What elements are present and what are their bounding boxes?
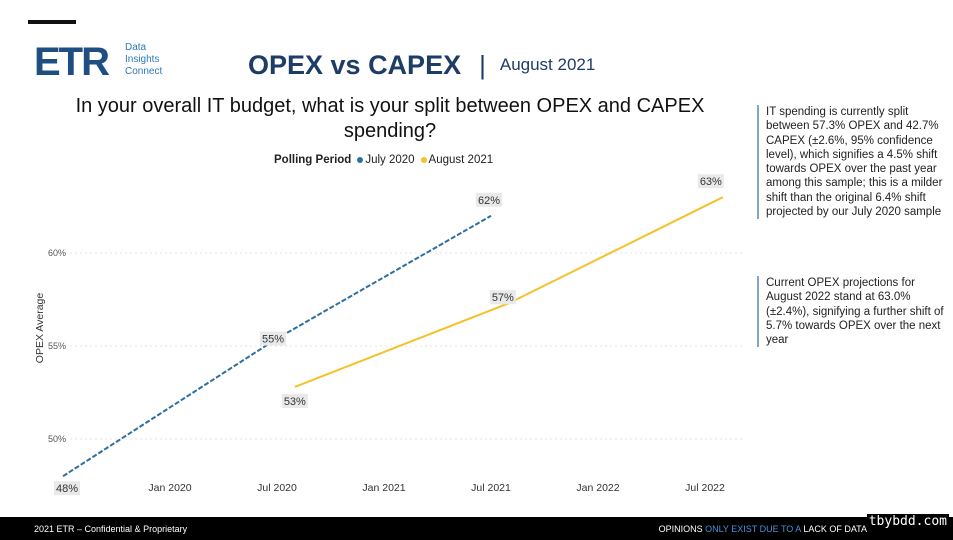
footer-tagline-part: OPINIONS <box>658 524 706 534</box>
footer-tagline: OPINIONS ONLY EXIST DUE TO A LACK OF DAT… <box>659 524 867 534</box>
slide-header: OPEX vs CAPEX | August 2021 <box>248 48 595 82</box>
data-label: 57% <box>492 292 514 304</box>
legend-label-july-2020: July 2020 <box>365 154 415 166</box>
footer-tagline-highlight: ONLY EXIST DUE TO A <box>705 524 804 534</box>
data-label-bg <box>697 174 724 189</box>
logo-tagline-line: Insights <box>125 54 160 65</box>
data-label-bg <box>260 331 286 346</box>
data-label-bg <box>281 393 308 408</box>
y-tick-label: 50% <box>48 434 66 444</box>
data-label-bg <box>476 192 502 207</box>
logo-tagline-line: Data <box>125 42 147 53</box>
x-tick-label: Jul 2021 <box>471 482 511 494</box>
footer-copyright: 2021 ETR – Confidential & Proprietary <box>34 524 188 534</box>
slide-title: OPEX vs CAPEX <box>248 49 462 80</box>
etr-logo: ETR Data Insights Connect <box>34 40 174 84</box>
x-tick-label: Jul 2022 <box>685 482 725 494</box>
top-accent-bar <box>28 20 76 24</box>
x-tick-label: Jan 2021 <box>362 482 405 494</box>
y-tick-label: 55% <box>48 341 66 351</box>
footer-bar: 2021 ETR – Confidential & Proprietary OP… <box>0 517 953 540</box>
slide-date: August 2021 <box>499 55 596 74</box>
footer-tagline-part: LACK OF DATA <box>803 524 867 534</box>
title-separator: | <box>479 49 486 80</box>
insight-note-current-split: IT spending is currently split between 5… <box>757 105 946 220</box>
data-label: 63% <box>700 176 722 188</box>
insight-note-projection: Current OPEX projections for August 2022… <box>757 276 946 348</box>
x-tick-label: Jul 2020 <box>257 482 297 494</box>
data-label: 62% <box>478 195 500 207</box>
chart-legend: Polling Period July 2020 August 2021 <box>274 154 493 166</box>
x-tick-label: Jan 2022 <box>576 482 619 494</box>
watermark: tbybdd.com <box>866 514 949 529</box>
logo-mark: ETR <box>34 40 110 84</box>
logo-tagline: Data Insights Connect <box>125 42 162 78</box>
survey-question: In your overall IT budget, what is your … <box>75 95 705 142</box>
legend-dot-july-2020 <box>357 157 364 163</box>
legend-dot-august-2021 <box>420 157 427 163</box>
legend-title: Polling Period <box>274 154 352 166</box>
logo-tagline-line: Connect <box>125 66 163 77</box>
y-tick-label: 60% <box>48 248 66 258</box>
legend-label-august-2021: August 2021 <box>428 154 494 166</box>
data-label: 48% <box>56 483 78 495</box>
data-label-bg <box>489 290 516 305</box>
x-tick-label: Jan 2020 <box>148 482 191 494</box>
data-label: 55% <box>262 334 284 346</box>
y-axis-label: OPEX Average <box>34 293 46 364</box>
data-label-bg <box>54 481 80 496</box>
data-label: 53% <box>284 396 306 408</box>
